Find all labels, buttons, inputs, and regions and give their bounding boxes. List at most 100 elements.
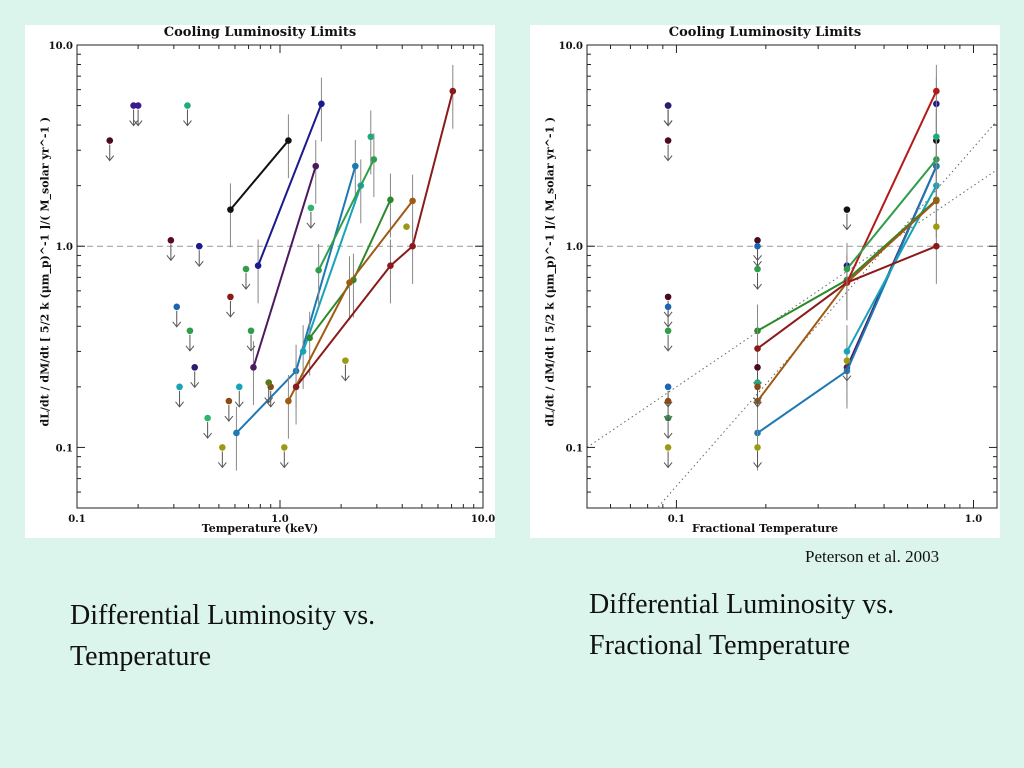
left-series-2 [250,139,320,406]
left-data-point [235,383,243,391]
right-series-10 [663,137,762,389]
left-data-point [106,137,114,144]
left-data-point [186,327,194,335]
left-series-line [287,200,414,402]
left-data-point [247,327,255,335]
right-data-point [933,197,940,205]
right-data-point [754,265,761,273]
right-limit-arrowhead [753,462,762,469]
right-chart-title: Cooling Luminosity Limits [668,25,862,40]
left-data-point [227,206,234,213]
right-chart-panel: Cooling Luminosity Limits 0.1 1.0 10.0 0.1 1… [530,25,1000,538]
left-series-19 [224,383,276,422]
right-data-point [754,364,761,371]
right-limit-arrowhead [663,432,673,439]
left-limit-arrowhead [234,401,244,408]
left-limit-arrowhead [183,120,192,127]
left-series-17 [203,204,316,439]
left-limit-arrowhead [264,397,274,404]
left-series-line [229,139,290,211]
left-data-point [285,137,292,144]
right-series-11 [663,242,762,408]
left-series-5 [306,173,394,376]
left-caption: Differential Luminosity vs. Temperature [70,600,376,672]
left-series-line [257,103,323,267]
left-series-8 [105,137,115,162]
left-data-point [449,87,457,95]
left-limit-arrowhead [341,375,350,382]
left-data-point [292,383,300,391]
left-series-11 [166,237,176,262]
left-data-point [409,242,416,250]
left-data-point [352,162,359,170]
right-series-1 [842,77,940,287]
right-x-tick-label: 1.0 [965,514,982,525]
left-chart-title: Cooling Luminosity Limits [163,25,357,40]
right-dotted-fit-line [587,169,997,448]
left-limit-arrowhead [194,260,204,268]
left-data-point [315,266,322,274]
left-x-tick-label: 1.0 [271,514,288,525]
left-y-tick-label: 0.1 [56,443,73,454]
right-data-point [754,383,761,391]
right-data-point [843,206,851,213]
left-data-point [265,379,273,386]
left-data-point [130,102,137,109]
right-data-point [933,87,940,95]
right-y-tick-label: 0.1 [566,443,583,454]
left-data-point [250,364,257,371]
right-limit-arrowhead [663,120,673,127]
left-series-line [295,90,454,388]
left-series-9 [129,102,143,127]
left-series-15 [175,383,244,408]
left-limit-arrowhead [246,345,256,352]
right-limit-arrowhead [663,462,673,469]
left-data-point [387,262,394,270]
left-data-point [307,204,315,212]
left-limit-arrowhead [306,222,316,229]
left-limit-arrowhead [166,254,176,262]
right-data-point [843,357,851,364]
left-series-0 [227,114,292,248]
left-limit-arrowhead [133,120,143,127]
right-limit-arrowhead [663,155,673,162]
right-chart-svg: 0.1 1.0 10.0 0.1 1.0 [559,41,998,525]
left-data-point [285,397,292,405]
left-data-point [167,237,175,244]
right-data-point [754,444,761,451]
right-series-9 [663,102,673,127]
left-data-point [370,156,378,163]
left-x-axis-label: Temperature (keV) [201,522,319,535]
right-data-point [933,133,940,141]
left-chart-panel: Cooling Luminosity Limits 0.1 1.0 10.0 0.1 1… [25,25,495,538]
right-x-tick-label: 0.1 [668,514,685,525]
left-limit-arrowhead [224,415,234,422]
left-limit-arrowhead [190,382,200,389]
left-x-tick-label: 10.0 [471,514,495,525]
right-limit-arrowhead [842,224,852,231]
right-limit-arrowhead [663,321,673,328]
left-x-tick-label: 0.1 [68,514,85,525]
left-limit-arrowhead [266,401,276,408]
right-data-point [843,265,851,273]
left-y-axis-label: dL/dt / dM/dt [ 5/2 k (μm_p)^-1 ]/( M_so… [38,116,52,427]
right-limit-arrowhead [753,401,762,408]
left-data-point [403,223,410,231]
right-data-point [754,242,761,250]
right-data-point [754,237,761,244]
right-data-point [664,102,672,109]
left-limit-arrowhead [105,155,115,162]
right-series-line [846,158,938,270]
left-data-point [409,197,416,205]
left-chart-svg: 0.1 1.0 10.0 0.1 1.0 10.0 [49,41,495,525]
left-limit-arrowhead [185,345,195,352]
right-data-point [933,242,940,250]
left-series-line [302,185,362,352]
left-limit-arrowhead [172,321,182,328]
left-series-1 [254,77,325,304]
right-limit-arrowhead [663,345,673,352]
left-series-21 [264,379,274,404]
left-series-14 [185,133,378,352]
right-data-point [664,303,672,311]
left-limit-arrowhead [217,462,227,469]
